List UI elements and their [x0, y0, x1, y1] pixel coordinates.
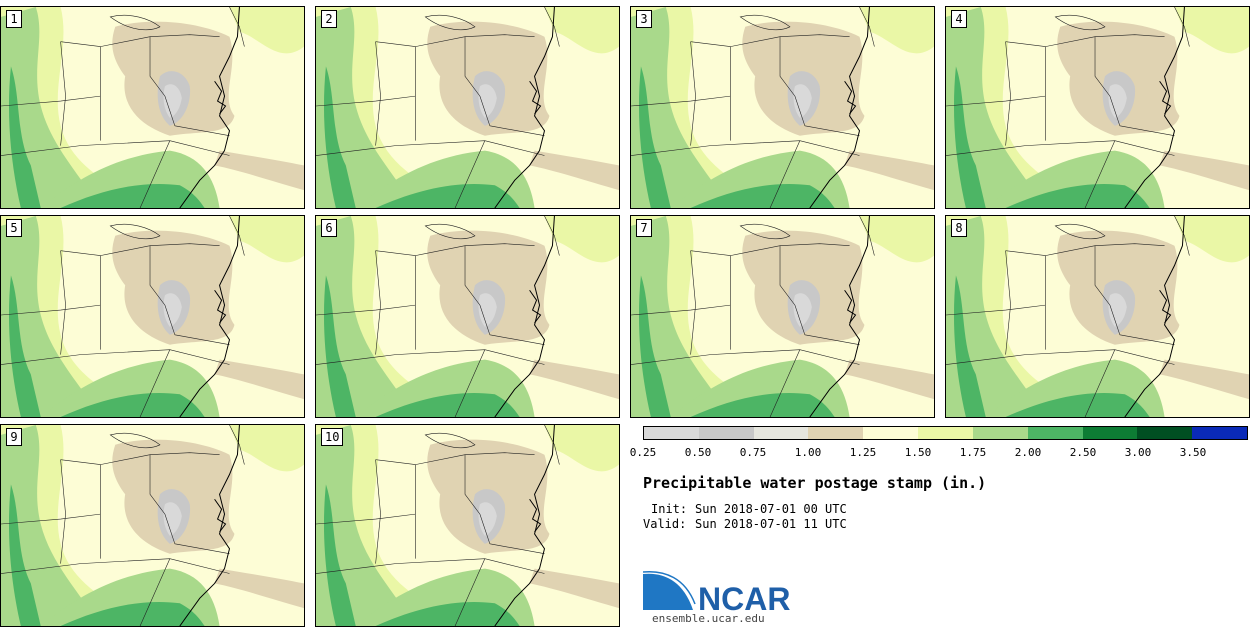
colorbar-tick-label: 1.50 — [904, 446, 932, 459]
stamp-panel: 9 — [0, 424, 305, 627]
stamp-panel: 5 — [0, 215, 305, 418]
colorbar-tick-label: 2.50 — [1069, 446, 1097, 459]
colorbar-tick-label: 0.50 — [684, 446, 712, 459]
init-value: Sun 2018-07-01 00 UTC — [695, 502, 847, 516]
colorbar-swatch — [753, 427, 809, 439]
member-label: 2 — [321, 10, 337, 28]
member-label: 10 — [321, 428, 344, 446]
stamp-panel: 8 — [945, 215, 1250, 418]
member-label: 5 — [6, 219, 22, 237]
member-map — [316, 216, 619, 417]
ncar-logo: NCAR — [642, 570, 793, 617]
stamp-panel: 7 — [630, 215, 935, 418]
colorbar-tick-label: 0.75 — [739, 446, 767, 459]
colorbar-swatch — [918, 427, 973, 439]
colorbar-swatch — [863, 427, 919, 439]
member-map — [1, 425, 304, 626]
ncar-swoosh-icon: NCAR — [642, 570, 790, 617]
colorbar-tick-label: 1.25 — [849, 446, 877, 459]
colorbar-tick-label: 1.75 — [959, 446, 987, 459]
stamp-panel: 4 — [945, 6, 1250, 209]
valid-label: Valid: — [643, 517, 687, 531]
colorbar-swatch — [644, 427, 699, 439]
member-map — [316, 7, 619, 208]
colorbar-swatch — [1027, 427, 1083, 439]
member-label: 6 — [321, 219, 337, 237]
member-map — [1, 216, 304, 417]
stamp-panel: 6 — [315, 215, 620, 418]
colorbar-tick-label: 3.00 — [1124, 446, 1152, 459]
colorbar-swatch — [808, 427, 864, 439]
colorbar-tick-label: 2.00 — [1014, 446, 1042, 459]
member-label: 3 — [636, 10, 652, 28]
stamp-panel: 3 — [630, 6, 935, 209]
member-label: 9 — [6, 428, 22, 446]
colorbar-tick-label: 1.00 — [794, 446, 822, 459]
member-label: 7 — [636, 219, 652, 237]
colorbar-tick-label: 0.25 — [629, 446, 657, 459]
colorbar-swatch — [1082, 427, 1138, 439]
colorbar-swatch — [1192, 427, 1247, 439]
stamp-panel: 2 — [315, 6, 620, 209]
member-map — [946, 7, 1249, 208]
member-label: 4 — [951, 10, 967, 28]
member-label: 1 — [6, 10, 22, 28]
colorbar-swatch — [972, 427, 1028, 439]
ncar-url: ensemble.ucar.edu — [652, 612, 765, 625]
chart-title: Precipitable water postage stamp (in.) — [643, 474, 987, 492]
member-map — [1, 7, 304, 208]
stamp-panel: 1 — [0, 6, 305, 209]
valid-value: Sun 2018-07-01 11 UTC — [695, 517, 847, 531]
colorbar — [643, 426, 1248, 440]
colorbar-tick-label: 3.50 — [1179, 446, 1207, 459]
colorbar-swatch — [698, 427, 754, 439]
member-map — [946, 216, 1249, 417]
init-label: Init: — [651, 502, 688, 516]
member-label: 8 — [951, 219, 967, 237]
colorbar-swatch — [1137, 427, 1193, 439]
ncar-text: NCAR — [698, 581, 790, 614]
stamp-panel: 10 — [315, 424, 620, 627]
member-map — [316, 425, 619, 626]
member-map — [631, 216, 934, 417]
member-map — [631, 7, 934, 208]
